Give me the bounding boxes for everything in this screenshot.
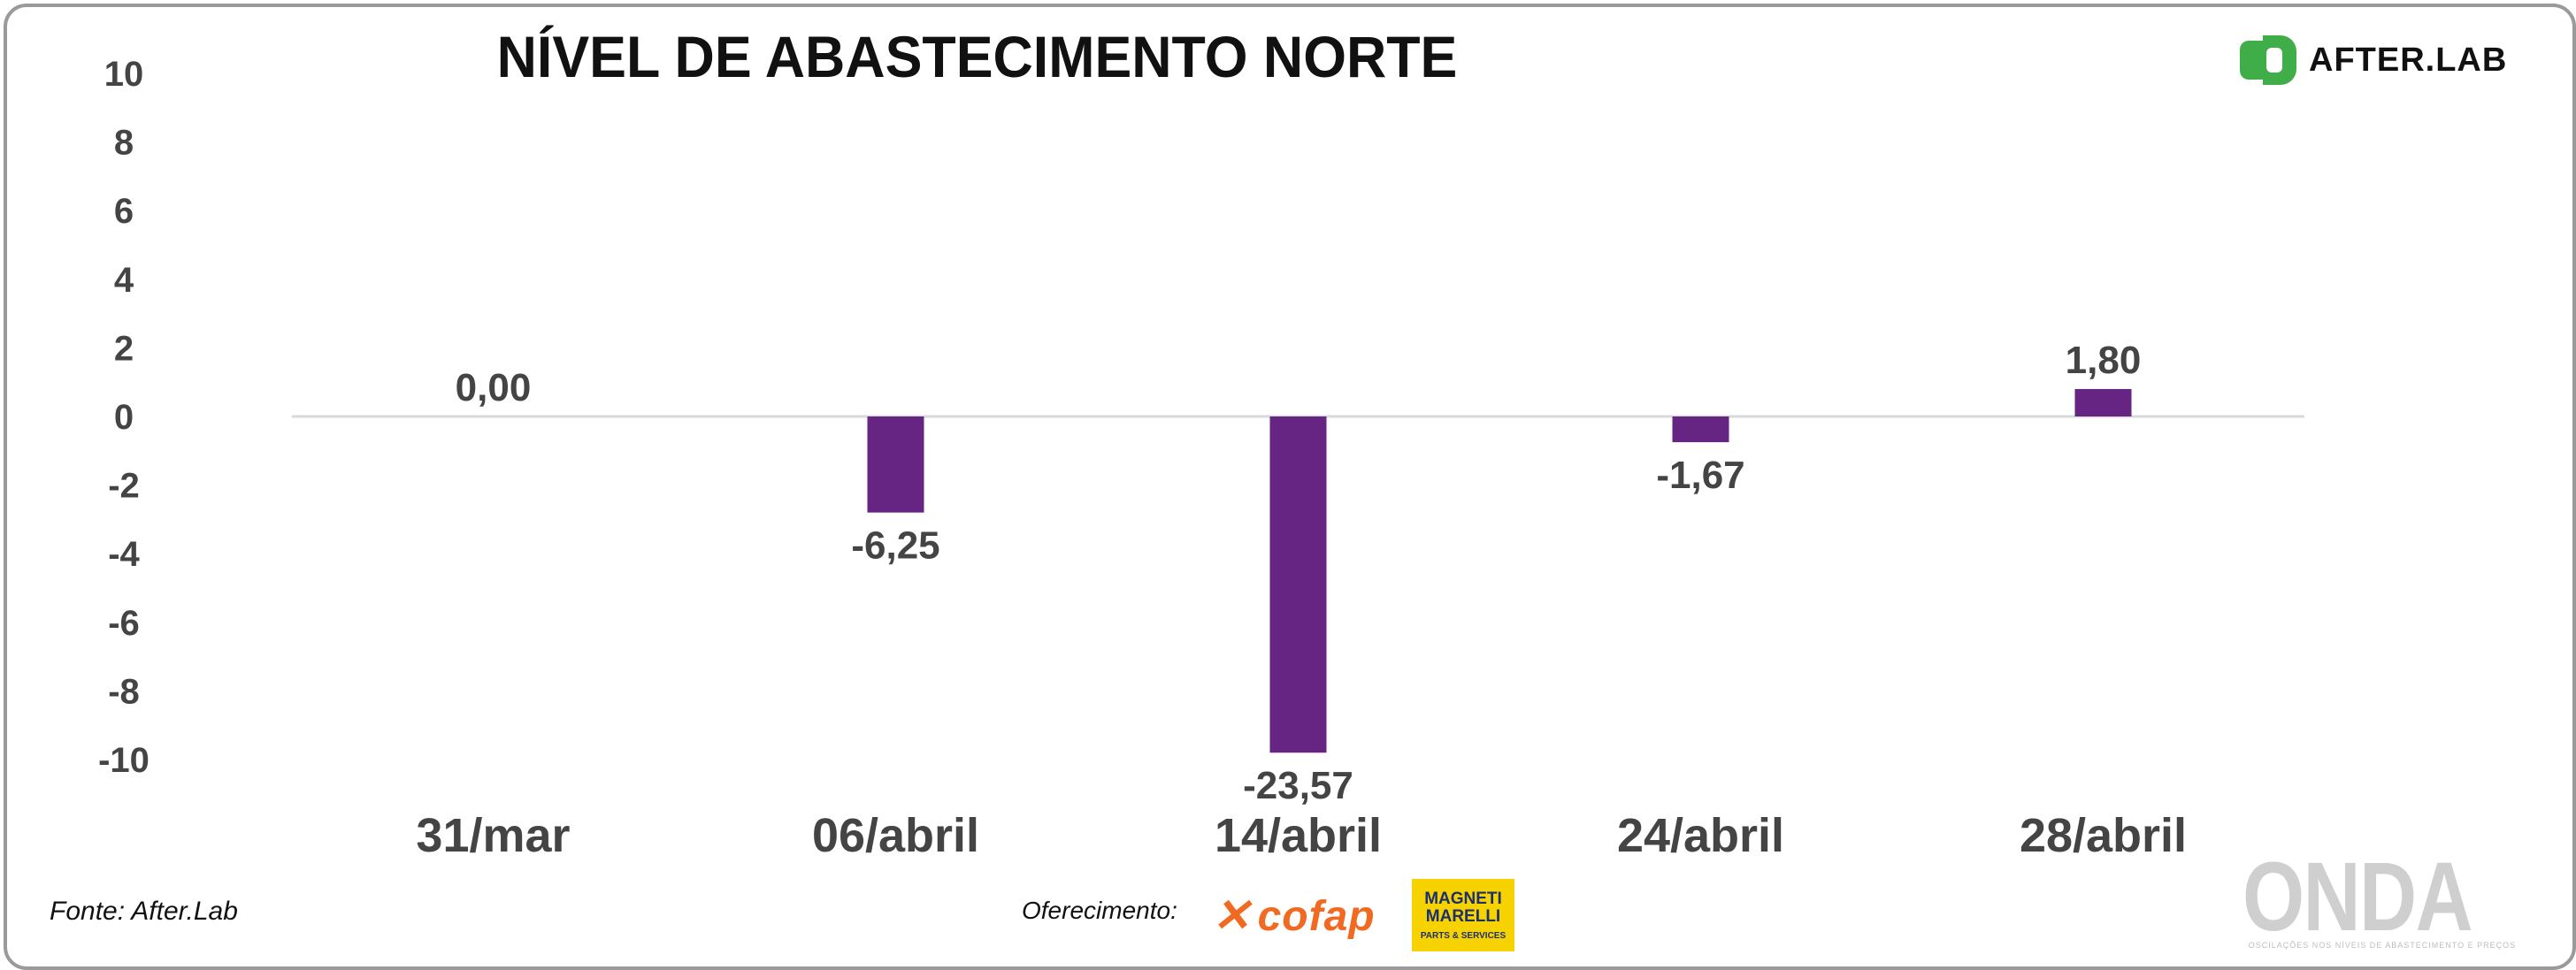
cofap-logo-icon: ✕: [1212, 890, 1251, 942]
x-tick-label: 24/abril: [1617, 809, 1784, 862]
source-note: Fonte: After.Lab: [50, 897, 238, 926]
onda-watermark-text: ONDA: [2242, 843, 2473, 951]
magneti-logo-line2: MARELLI: [1425, 906, 1501, 926]
x-tick-label: 14/abril: [1215, 809, 1382, 862]
y-tick-label: -10: [98, 741, 150, 780]
y-tick-label: -4: [108, 535, 140, 574]
bar-24-abril: [1672, 416, 1729, 443]
magneti-logo-line3: PARTS & SERVICES: [1420, 930, 1506, 941]
magneti-logo-line1: MAGNETI: [1424, 889, 1502, 908]
y-tick-label: -6: [108, 604, 140, 643]
x-tick-label: 28/abril: [2020, 809, 2187, 862]
onda-watermark: ONDA OSCILAÇÕES NOS NÍVEIS DE ABASTECIME…: [2242, 843, 2522, 951]
y-tick-label: 6: [114, 192, 134, 231]
afterlab-logo-text: AFTER.LAB: [2309, 41, 2508, 79]
y-tick-label: 2: [114, 329, 134, 368]
cofap-logo: ✕ cofap: [1212, 890, 1376, 942]
chart-title: NÍVEL DE ABASTECIMENTO NORTE: [496, 24, 1458, 89]
data-label: 1,80: [2066, 339, 2142, 382]
magneti-marelli-logo: MAGNETI MARELLI PARTS & SERVICES: [1412, 879, 1514, 951]
afterlab-logo-icon: [2240, 35, 2296, 85]
sponsor-label: Oferecimento:: [1022, 897, 1177, 924]
data-label: -6,25: [851, 524, 939, 568]
data-label: -23,57: [1243, 764, 1353, 807]
data-label: -1,67: [1656, 454, 1744, 497]
y-tick-label: 0: [114, 398, 134, 437]
y-tick-label: -2: [108, 467, 140, 506]
bar-06-abril: [867, 416, 924, 513]
onda-watermark-subtitle: OSCILAÇÕES NOS NÍVEIS DE ABASTECIMENTO E…: [2248, 941, 2517, 950]
bar-14-abril: [1269, 416, 1327, 753]
cofap-logo-text: cofap: [1257, 892, 1376, 940]
y-tick-label: 4: [114, 261, 134, 300]
y-tick-label: 10: [104, 55, 144, 94]
y-tick-label: 8: [114, 124, 134, 163]
x-tick-label: 31/mar: [416, 809, 570, 862]
y-tick-label: -8: [108, 672, 140, 711]
bar-28-abril: [2074, 388, 2132, 416]
afterlab-logo: AFTER.LAB: [2240, 35, 2507, 85]
data-label: 0,00: [456, 366, 532, 409]
x-tick-label: 06/abril: [812, 809, 979, 862]
